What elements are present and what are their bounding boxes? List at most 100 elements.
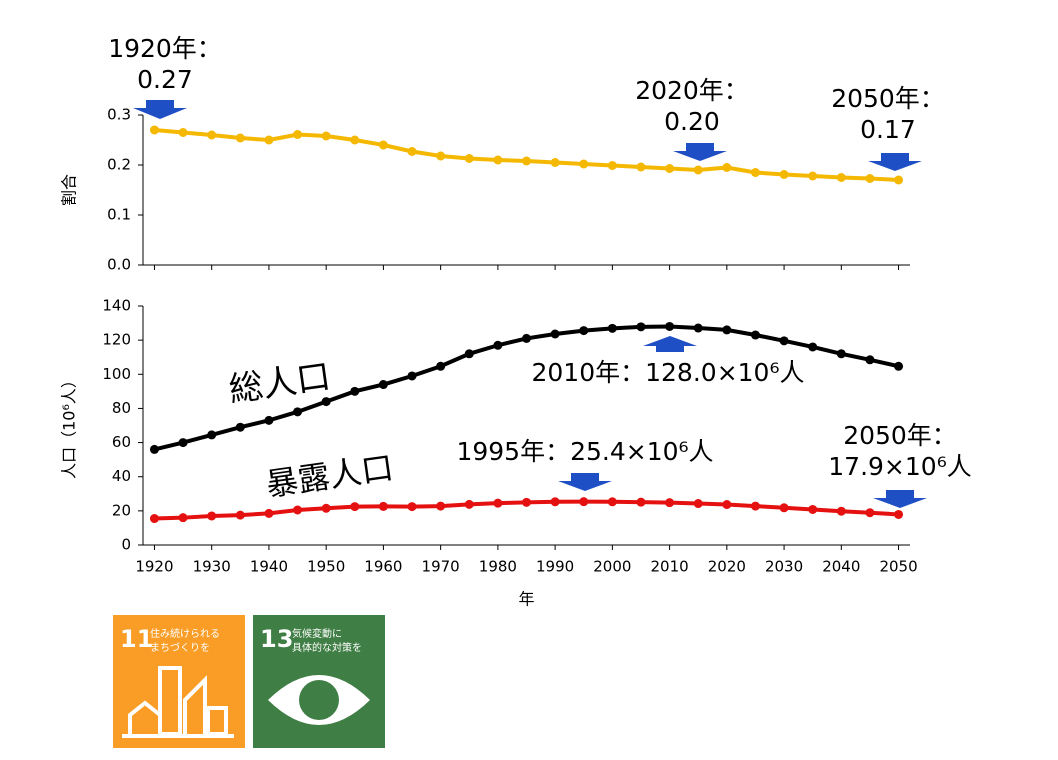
icon-number: 13 xyxy=(260,625,293,653)
point xyxy=(722,500,732,510)
point xyxy=(579,326,589,336)
y-tick-label: 60 xyxy=(112,433,131,451)
point xyxy=(350,502,360,512)
arrow xyxy=(643,336,697,352)
point xyxy=(235,510,245,520)
x-axis-label: 年 xyxy=(518,590,534,609)
point xyxy=(836,173,846,182)
y-tick-label: 0.1 xyxy=(107,206,131,224)
y-tick-label: 0.3 xyxy=(107,106,131,124)
y-tick-label: 80 xyxy=(112,399,131,417)
point xyxy=(865,355,875,365)
x-tick-label: 1940 xyxy=(250,558,288,576)
x-tick-label: 1990 xyxy=(536,558,574,576)
arrow xyxy=(868,153,922,171)
point xyxy=(149,444,159,454)
point xyxy=(722,163,732,172)
icon-graphic xyxy=(299,680,339,720)
point xyxy=(579,159,589,169)
x-tick-label: 1930 xyxy=(193,558,231,576)
point xyxy=(264,135,274,145)
x-tick-label: 2040 xyxy=(822,558,860,576)
point xyxy=(607,161,617,170)
annotation: 0.17 xyxy=(860,115,916,144)
point xyxy=(293,130,303,139)
sdg-11: 11 住み続けられる まちづくりを xyxy=(113,615,245,748)
point xyxy=(178,438,188,448)
point xyxy=(522,333,531,343)
point xyxy=(464,349,474,359)
point xyxy=(722,325,732,335)
point xyxy=(550,497,560,507)
x-tick-label: 1980 xyxy=(479,558,517,576)
x-tick-label: 1960 xyxy=(364,558,402,576)
point xyxy=(894,509,904,519)
point xyxy=(808,171,818,181)
y-tick-label: 100 xyxy=(102,365,131,383)
y-axis-label: 割合 xyxy=(60,174,79,206)
point xyxy=(636,162,646,172)
point xyxy=(493,340,503,350)
point xyxy=(207,430,217,440)
point xyxy=(407,502,417,512)
point xyxy=(436,361,446,371)
point xyxy=(636,322,646,332)
point xyxy=(665,321,675,331)
point xyxy=(865,174,875,183)
point xyxy=(264,508,274,518)
point xyxy=(321,397,331,407)
y-axis-label: 人口（10⁶人） xyxy=(60,372,79,479)
annotation: 2010年：128.0×10⁶人 xyxy=(532,358,805,387)
point xyxy=(779,170,789,179)
annotation: 2020年： xyxy=(635,76,749,105)
point xyxy=(235,422,245,432)
point xyxy=(178,513,188,523)
series-label: 総人口 xyxy=(227,357,334,411)
point xyxy=(293,407,303,417)
x-tick-label: 2050 xyxy=(879,558,917,576)
y-tick-label: 0.0 xyxy=(107,256,131,274)
y-tick-label: 20 xyxy=(112,501,131,519)
point xyxy=(321,131,331,141)
icon-number: 11 xyxy=(120,625,153,653)
point xyxy=(579,497,589,507)
x-tick-label: 1950 xyxy=(307,558,345,576)
point xyxy=(750,168,760,177)
point xyxy=(293,505,303,515)
icon-text: まちづくりを xyxy=(150,642,210,654)
arrow xyxy=(558,473,612,491)
x-tick-label: 1970 xyxy=(422,558,460,576)
point xyxy=(235,133,245,143)
point xyxy=(436,151,446,161)
icon-text: 具体的な対策を xyxy=(292,641,362,654)
point xyxy=(207,511,217,521)
point xyxy=(750,501,760,511)
icon-graphic xyxy=(122,666,234,738)
point xyxy=(407,147,417,156)
x-tick-label: 1920 xyxy=(135,558,173,576)
annotation: 17.9×10⁶人 xyxy=(828,452,971,481)
point xyxy=(894,175,904,185)
point xyxy=(750,330,760,340)
x-tick-label: 2020 xyxy=(708,558,746,576)
point xyxy=(808,504,818,514)
point xyxy=(550,329,560,339)
point xyxy=(550,158,560,167)
point xyxy=(865,508,875,518)
annotation: 2050年： xyxy=(843,421,957,450)
point xyxy=(636,497,646,507)
point xyxy=(350,135,360,145)
point xyxy=(522,156,531,166)
series-label: 暴露人口 xyxy=(264,448,396,503)
x-tick-label: 2010 xyxy=(651,558,689,576)
point xyxy=(178,128,188,137)
y-tick-label: 120 xyxy=(102,331,131,349)
point xyxy=(378,380,388,390)
point xyxy=(665,498,675,508)
annotation: 2050年： xyxy=(831,84,945,113)
point xyxy=(350,386,360,396)
annotation: 0.27 xyxy=(137,65,193,94)
point xyxy=(836,506,846,516)
point xyxy=(464,154,474,163)
